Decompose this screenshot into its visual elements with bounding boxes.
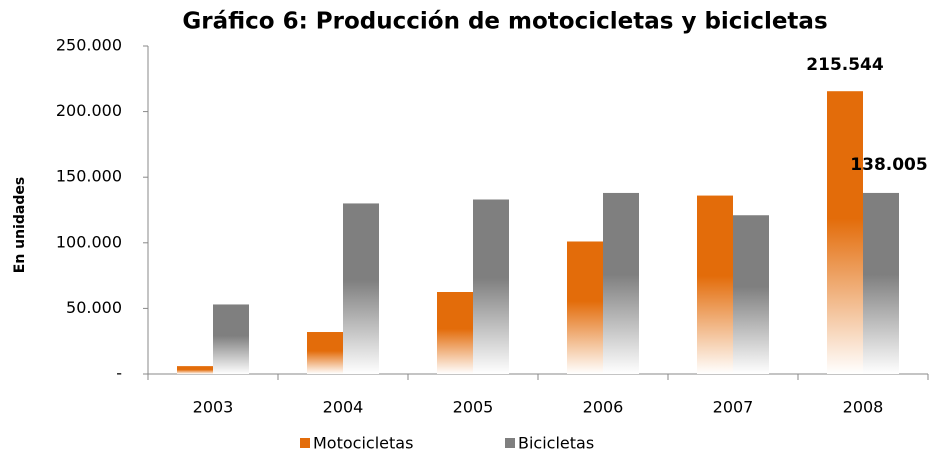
x-tick-label: 2006 xyxy=(583,398,624,417)
bar xyxy=(697,195,733,374)
y-tick-label: 250.000 xyxy=(56,36,122,55)
bar xyxy=(733,215,769,374)
bar xyxy=(213,304,249,374)
bar xyxy=(307,332,343,374)
legend-swatch xyxy=(300,438,310,448)
bar xyxy=(603,192,639,374)
bar xyxy=(437,292,473,374)
bar xyxy=(567,241,603,374)
legend-label: Bicicletas xyxy=(518,434,594,453)
y-axis-title: En unidades xyxy=(12,177,28,273)
legend-swatch xyxy=(505,438,515,448)
y-tick-label: - xyxy=(116,364,122,383)
x-tick-label: 2005 xyxy=(453,398,494,417)
data-label: 215.544 xyxy=(806,55,884,75)
chart-title: Gráfico 6: Producción de motocicletas y … xyxy=(182,9,827,35)
bar xyxy=(343,203,379,374)
x-tick-label: 2003 xyxy=(193,398,234,417)
bar xyxy=(827,91,863,374)
x-tick-label: 2004 xyxy=(323,398,364,417)
bar xyxy=(177,366,213,374)
x-tick-label: 2008 xyxy=(843,398,884,417)
bar xyxy=(473,199,509,374)
legend-label: Motocicletas xyxy=(313,434,413,453)
data-label: 138.005 xyxy=(850,155,927,175)
y-tick-label: 100.000 xyxy=(56,232,122,251)
bar xyxy=(863,192,899,374)
x-tick-label: 2007 xyxy=(713,398,754,417)
y-tick-label: 50.000 xyxy=(66,298,122,317)
y-tick-label: 150.000 xyxy=(56,167,122,186)
y-tick-label: 200.000 xyxy=(56,101,122,120)
